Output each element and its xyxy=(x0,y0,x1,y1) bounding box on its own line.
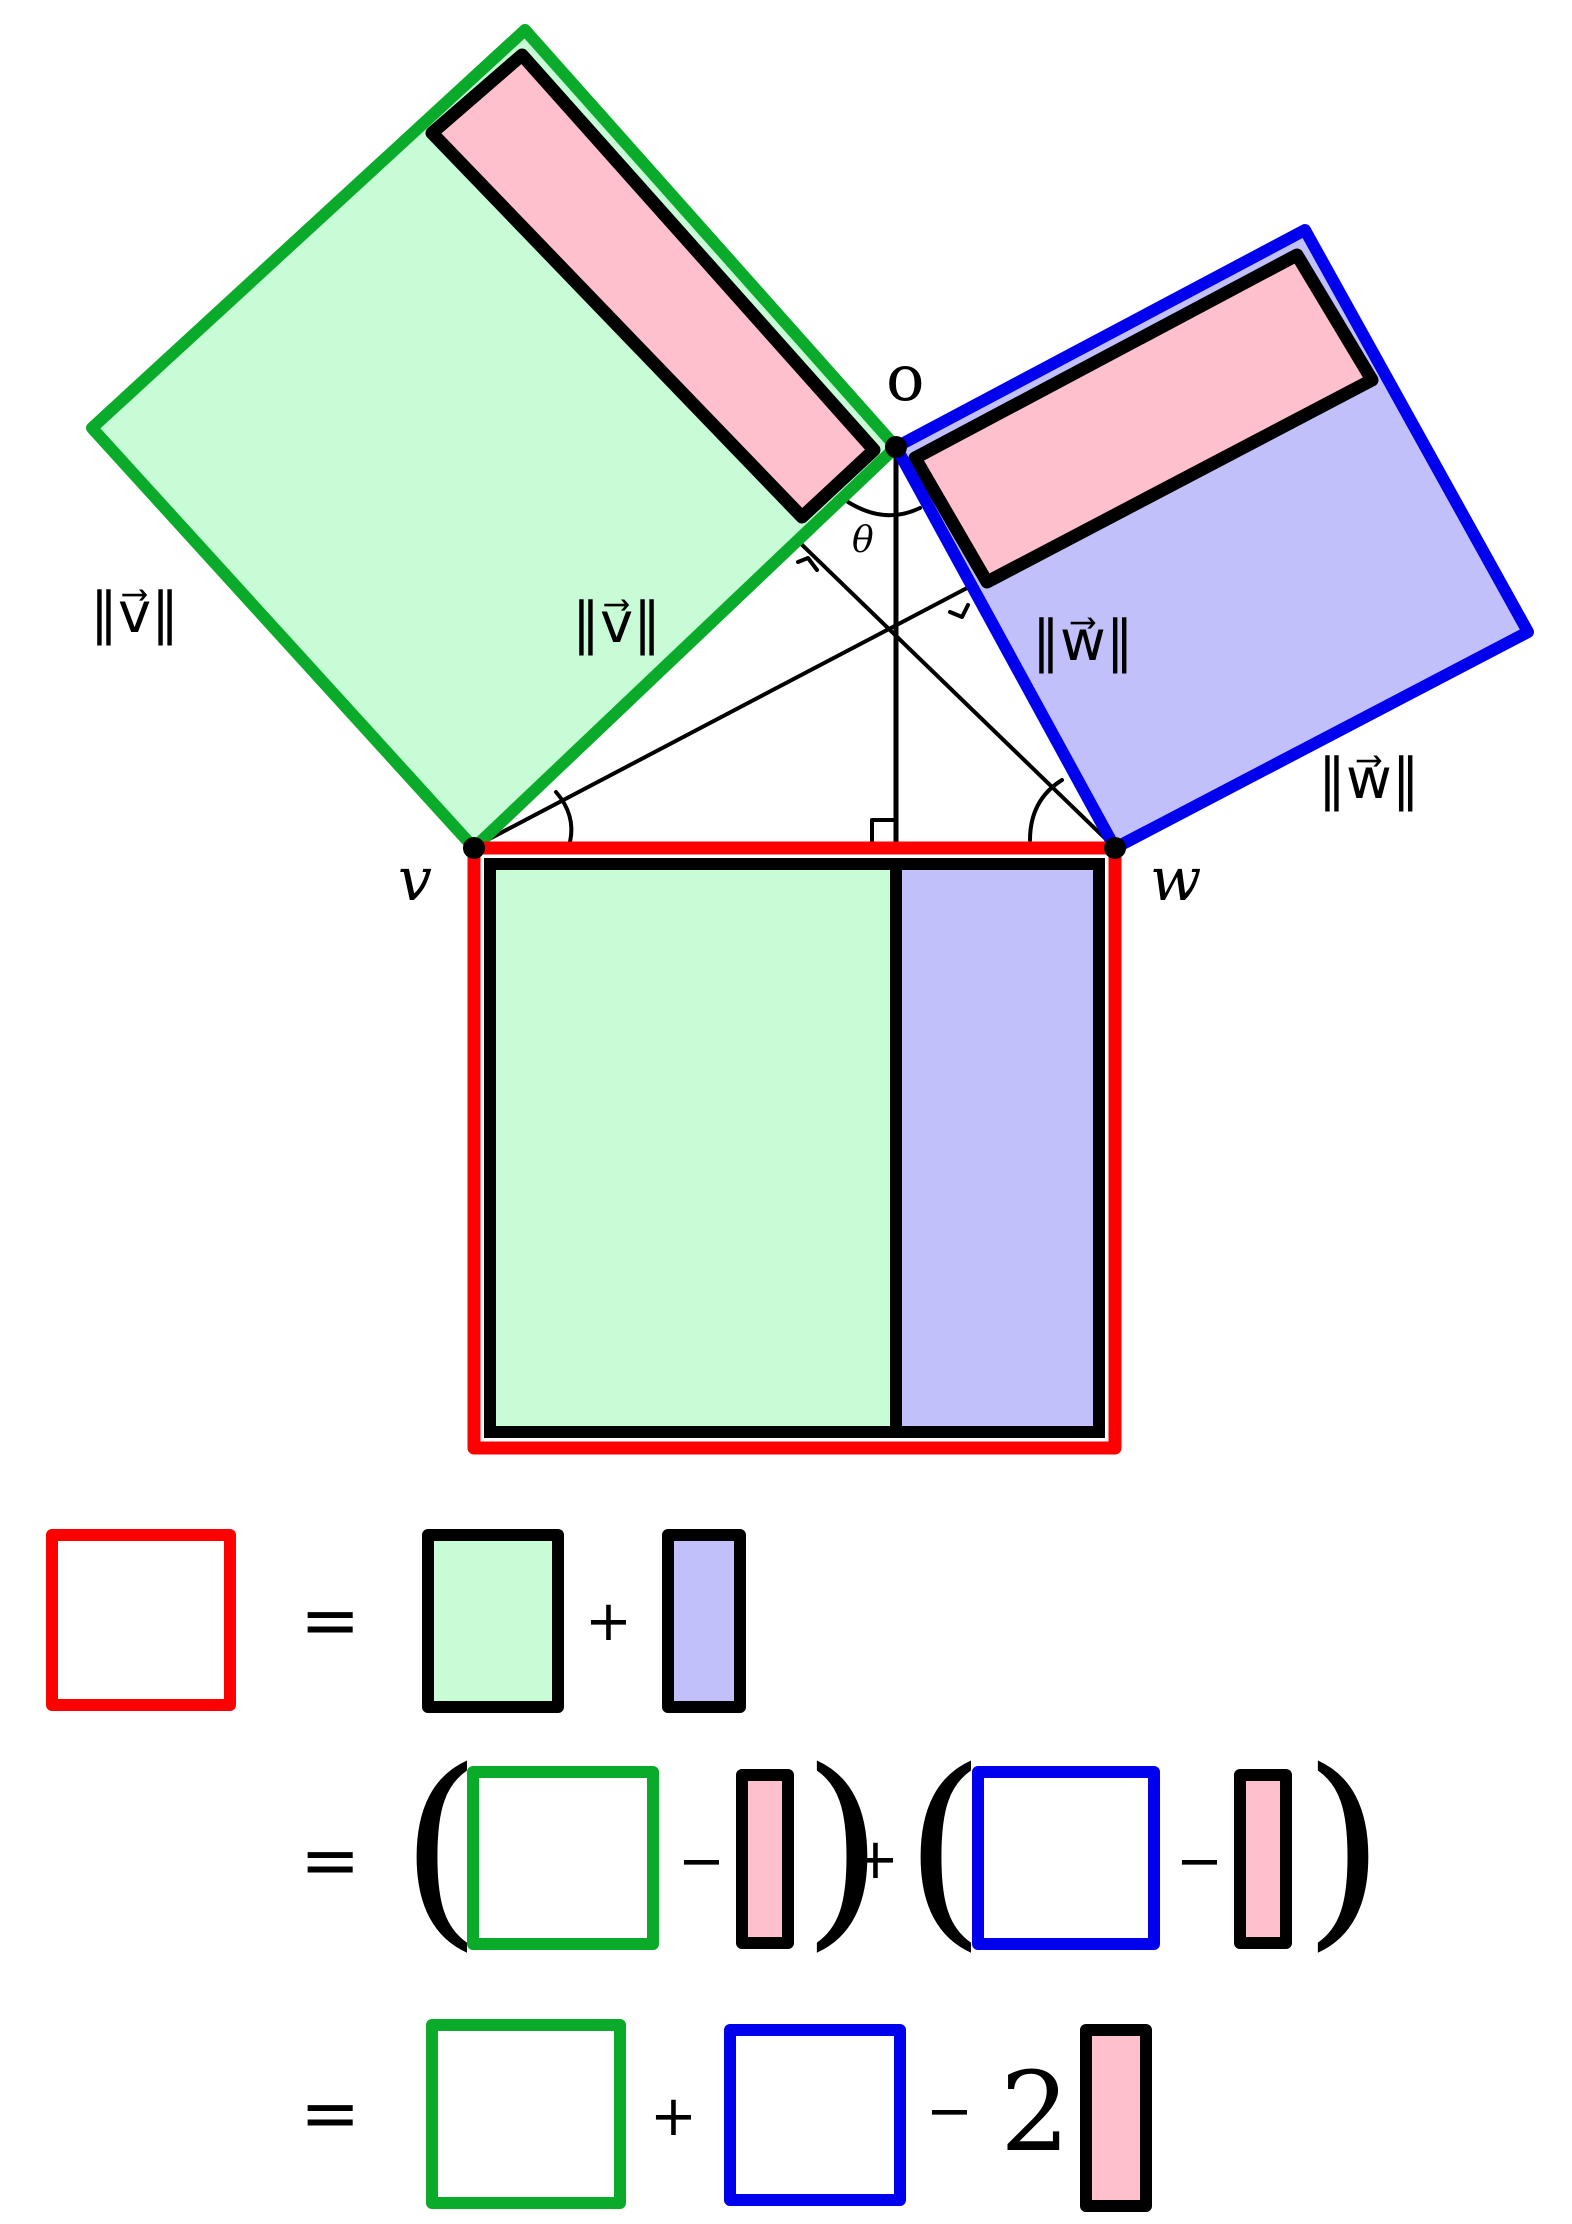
eq1-equals: = xyxy=(300,1578,360,1662)
label-angle: θ xyxy=(852,520,874,561)
vertex-v xyxy=(463,837,485,859)
square-norm-w xyxy=(890,224,1534,854)
label-norm-v-outer: ‖v⃗‖ xyxy=(90,581,179,646)
big-square-blue-part xyxy=(890,858,1105,1438)
eq2-minus-2: − xyxy=(1176,1829,1223,1894)
eq3-green-square xyxy=(426,2019,626,2209)
construction-lines xyxy=(470,444,1117,853)
equation-line-3: = + − 2 xyxy=(300,2019,1152,2212)
angle-arc-o xyxy=(846,500,922,518)
eq3-minus: − xyxy=(926,2079,973,2144)
eq1-green-rectangle xyxy=(422,1529,564,1713)
label-norm-w-inner: ‖w⃗‖ xyxy=(1032,609,1134,674)
right-angle-mark-right xyxy=(948,603,970,619)
pink-rectangle-w xyxy=(908,248,1379,589)
vertex-w xyxy=(1104,837,1126,859)
square-norm-v xyxy=(86,24,902,854)
perpendicular-from-w xyxy=(793,536,1117,850)
square-v-minus-w xyxy=(467,841,1122,1455)
angle-arc-w xyxy=(1028,778,1064,842)
eq2-green-square xyxy=(467,1766,659,1950)
right-angle-mark-left xyxy=(796,556,819,572)
perpendicular-from-v xyxy=(470,586,969,850)
eq3-pink-rectangle xyxy=(1080,2024,1152,2212)
eq2-blue-square xyxy=(972,1766,1160,1950)
angle-arc-v xyxy=(554,790,574,844)
label-point-v: v xyxy=(398,845,432,915)
eq2-pink-rectangle-1 xyxy=(736,1769,794,1949)
eq3-equals: = xyxy=(300,2071,360,2155)
labels: o θ v w ‖v⃗‖ ‖v⃗‖ ‖w⃗‖ ‖w⃗‖ xyxy=(90,342,1420,915)
right-angle-mark-bottom xyxy=(870,818,898,852)
eq2-pink-rectangle-2 xyxy=(1234,1769,1292,1949)
vertex-o xyxy=(885,436,907,458)
eq1-red-square xyxy=(46,1529,236,1711)
eq2-equals: = xyxy=(300,1818,360,1902)
big-square-green-part xyxy=(484,858,902,1438)
big-square-red-outline xyxy=(467,841,1122,1455)
label-norm-w-outer: ‖w⃗‖ xyxy=(1318,747,1420,812)
equation-line-2: = ( − ) + ( − ) xyxy=(300,1725,1385,1970)
eq3-blue-square xyxy=(724,2024,906,2206)
pink-rectangle-v xyxy=(425,48,881,524)
eq3-plus: + xyxy=(650,2084,697,2149)
eq2-plus: + xyxy=(852,1827,899,1892)
eq2-close-paren-2: ) xyxy=(1303,1725,1385,1970)
vertices xyxy=(463,436,1126,859)
eq3-coefficient-two: 2 xyxy=(1000,2048,1070,2176)
equation-line-1: = + xyxy=(46,1529,746,1713)
eq1-blue-rectangle xyxy=(662,1529,746,1713)
label-origin: o xyxy=(886,342,925,416)
label-point-w: w xyxy=(1150,845,1201,915)
eq2-minus-1: − xyxy=(678,1829,725,1894)
eq1-plus: + xyxy=(585,1589,632,1654)
label-norm-v-inner: ‖v⃗‖ xyxy=(572,591,661,656)
eq2-close-paren-1: ) xyxy=(802,1725,884,1970)
